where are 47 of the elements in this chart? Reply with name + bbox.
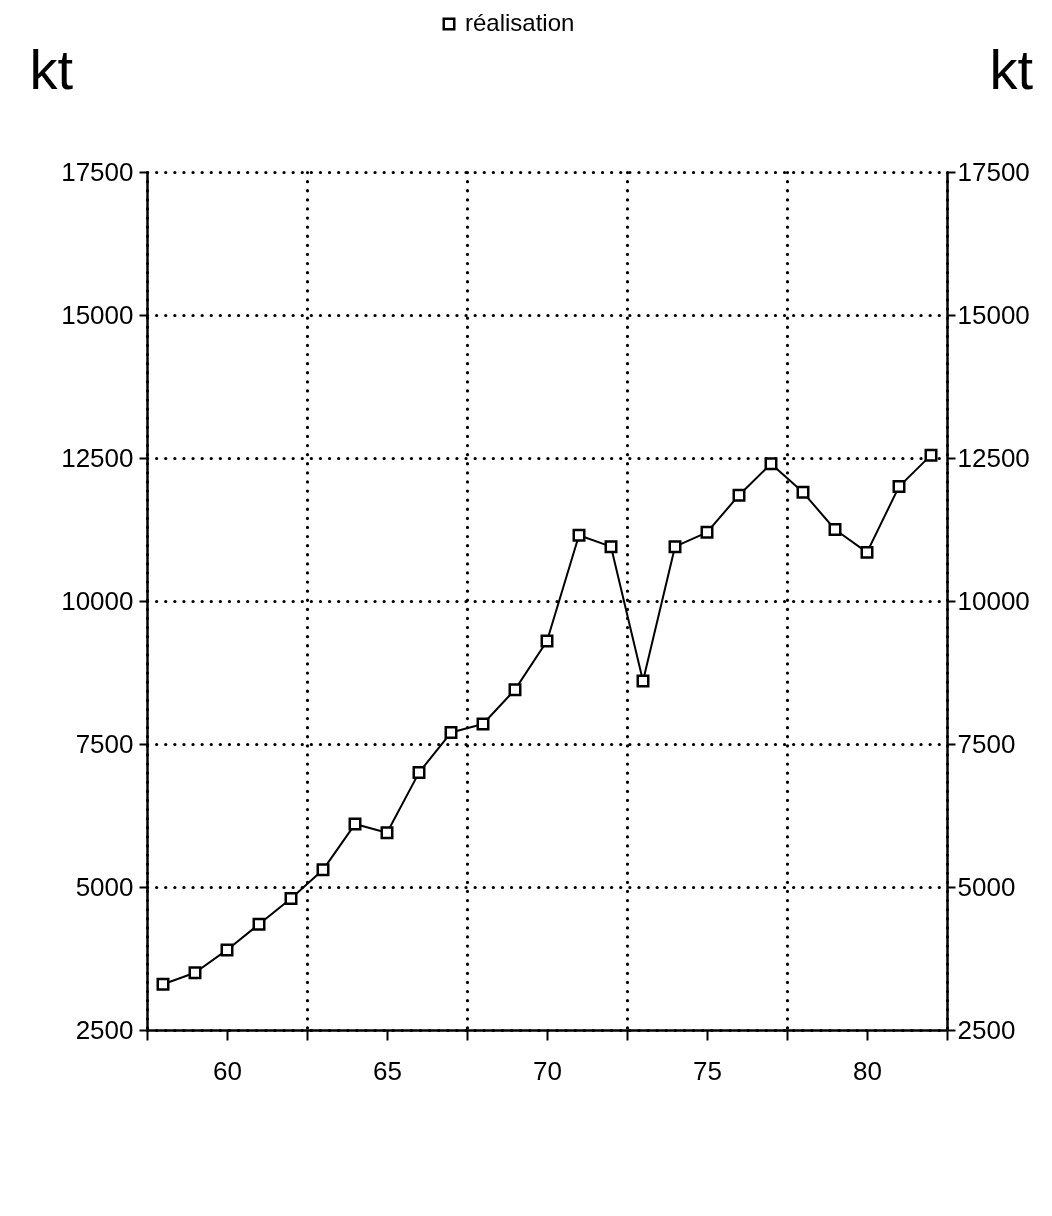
point — [540, 634, 554, 648]
y2-tick-label: 15000 — [957, 299, 1030, 330]
point — [604, 540, 618, 554]
y-tick-label: 10000 — [61, 585, 134, 616]
y-tick-label: 15000 — [61, 299, 134, 330]
y-tick-label: 7500 — [75, 728, 134, 759]
point — [828, 523, 842, 536]
point — [412, 766, 426, 780]
point — [572, 528, 586, 542]
point — [220, 943, 234, 957]
y2-tick-label: 7500 — [957, 728, 1016, 759]
point — [284, 891, 298, 905]
y2-axis-title: kt — [989, 37, 1034, 101]
y2-tick-label: 12500 — [957, 442, 1030, 473]
x-tick-label: 60 — [213, 1055, 242, 1086]
y2-tick-label: 17500 — [957, 156, 1030, 187]
y2-tick-label: 10000 — [957, 585, 1030, 616]
point — [188, 966, 202, 980]
point — [668, 540, 682, 554]
point — [796, 485, 810, 499]
x-tick-label: 75 — [693, 1055, 722, 1086]
point — [764, 457, 778, 471]
point — [636, 674, 650, 688]
point — [444, 726, 458, 740]
x-tick-label: 80 — [853, 1055, 882, 1086]
legend-label: réalisation — [465, 9, 575, 36]
point — [508, 683, 522, 697]
y2-tick-label: 5000 — [957, 871, 1016, 902]
y-axis-title: kt — [29, 37, 74, 101]
point — [156, 977, 170, 991]
point — [476, 717, 490, 731]
point — [732, 488, 746, 502]
y-tick-label: 2500 — [75, 1014, 134, 1045]
point — [348, 817, 362, 831]
point — [380, 826, 394, 840]
y2-tick-label: 2500 — [957, 1014, 1016, 1045]
point — [316, 863, 330, 877]
y-tick-label: 17500 — [61, 156, 134, 187]
x-tick-label: 65 — [373, 1055, 402, 1086]
point — [700, 525, 714, 539]
point — [924, 448, 938, 462]
point — [892, 480, 906, 494]
point — [860, 545, 874, 559]
y-tick-label: 12500 — [61, 442, 134, 473]
point — [252, 917, 266, 931]
y-tick-label: 5000 — [75, 871, 134, 902]
x-tick-label: 70 — [533, 1055, 562, 1086]
